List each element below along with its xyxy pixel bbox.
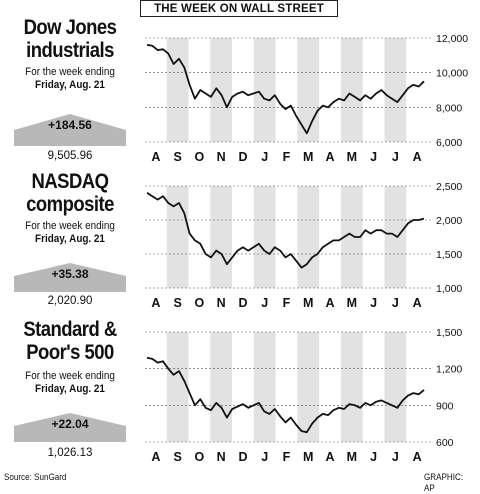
x-tick-label: J (392, 450, 399, 464)
nasdaq-close: 2,020.90 (47, 295, 93, 307)
month-band (297, 186, 320, 288)
month-band (384, 186, 407, 288)
month-band (340, 186, 363, 288)
x-tick-label: J (370, 150, 377, 164)
month-band (340, 38, 363, 142)
x-tick-label: M (303, 450, 313, 464)
month-band (384, 332, 407, 442)
month-band (166, 332, 189, 442)
x-tick-label: F (283, 296, 291, 310)
month-band (166, 38, 189, 142)
x-tick-label: J (261, 296, 268, 310)
x-tick-label: A (151, 296, 160, 310)
x-tick-label: O (195, 450, 205, 464)
x-tick-label: J (370, 450, 377, 464)
sp500-close: 1,026.13 (47, 447, 93, 459)
month-band (210, 38, 233, 142)
x-tick-label: M (347, 296, 357, 310)
x-tick-label: J (370, 296, 377, 310)
x-tick-label: A (413, 150, 422, 164)
sp500-change: +22.04 (51, 417, 89, 431)
dow-date: Friday, Aug. 21 (35, 79, 105, 91)
up-arrow-icon (14, 263, 126, 292)
nasdaq-title: NASDAQ composite (26, 170, 114, 216)
series-line (146, 192, 425, 269)
x-tick-label: M (347, 450, 357, 464)
y-tick-label: 900 (436, 400, 454, 412)
sp500-subtitle: For the week ending (25, 370, 115, 382)
y-tick-label: 2,500 (436, 181, 462, 193)
month-band (210, 186, 233, 288)
y-tick-label: 1,200 (436, 364, 462, 376)
sp500-title: Standard & Poor's 500 (23, 318, 117, 364)
x-tick-label: J (261, 150, 268, 164)
x-tick-label: N (217, 450, 226, 464)
month-band (253, 38, 276, 142)
x-tick-label: O (195, 150, 205, 164)
up-arrow-icon (14, 413, 126, 442)
month-band (253, 332, 276, 442)
up-arrow-icon (14, 114, 126, 146)
y-tick-label: 8,000 (436, 102, 462, 114)
x-tick-label: N (217, 296, 226, 310)
nasdaq-change: +35.38 (51, 267, 89, 281)
x-tick-label: M (303, 296, 313, 310)
month-band (166, 186, 189, 288)
y-tick-label: 6,000 (436, 137, 462, 149)
x-tick-label: F (283, 450, 291, 464)
y-tick-label: 600 (436, 437, 454, 449)
x-tick-label: M (347, 150, 357, 164)
source-note: Source: SunGard (4, 472, 67, 483)
x-tick-label: J (392, 150, 399, 164)
x-tick-label: S (173, 450, 181, 464)
x-tick-label: A (151, 150, 160, 164)
dow-change-arrow: +184.56 (14, 112, 126, 151)
x-tick-label: A (326, 450, 335, 464)
x-tick-label: D (238, 296, 247, 310)
x-tick-label: D (238, 150, 247, 164)
series-line (146, 44, 425, 135)
x-tick-label: D (238, 450, 247, 464)
y-tick-label: 1,000 (436, 283, 462, 295)
nasdaq-date: Friday, Aug. 21 (35, 233, 105, 245)
month-band (253, 186, 276, 288)
y-tick-label: 2,000 (436, 215, 462, 227)
x-tick-label: S (173, 150, 181, 164)
dow-title: Dow Jones industrials (23, 16, 117, 62)
sp500-change-arrow: +22.04 (14, 412, 126, 447)
graphic-credit: GRAPHIC: AP (424, 472, 464, 494)
x-tick-label: S (173, 296, 181, 310)
y-tick-label: 1,500 (436, 327, 462, 339)
dow-change: +184.56 (48, 118, 92, 132)
y-tick-label: 12,000 (436, 33, 468, 45)
y-tick-label: 10,000 (436, 68, 468, 80)
x-tick-label: F (283, 150, 291, 164)
x-tick-label: N (217, 150, 226, 164)
x-tick-label: A (326, 150, 335, 164)
x-tick-label: O (195, 296, 205, 310)
sp500-date: Friday, Aug. 21 (35, 383, 105, 395)
month-band (210, 332, 233, 442)
month-band (384, 38, 407, 142)
x-tick-label: A (151, 450, 160, 464)
nasdaq-subtitle: For the week ending (25, 220, 115, 232)
x-tick-label: J (261, 450, 268, 464)
dow-close: 9,505.96 (47, 150, 93, 162)
x-tick-label: A (326, 296, 335, 310)
month-band (340, 332, 363, 442)
y-tick-label: 1,500 (436, 249, 462, 261)
x-tick-label: A (413, 296, 422, 310)
banner: THE WEEK ON WALL STREET (140, 0, 338, 17)
x-tick-label: A (413, 450, 422, 464)
x-tick-label: M (303, 150, 313, 164)
month-band (297, 332, 320, 442)
month-band (297, 38, 320, 142)
series-line (146, 356, 425, 434)
nasdaq-change-arrow: +35.38 (14, 262, 126, 297)
x-tick-label: J (392, 296, 399, 310)
dow-subtitle: For the week ending (25, 66, 115, 78)
